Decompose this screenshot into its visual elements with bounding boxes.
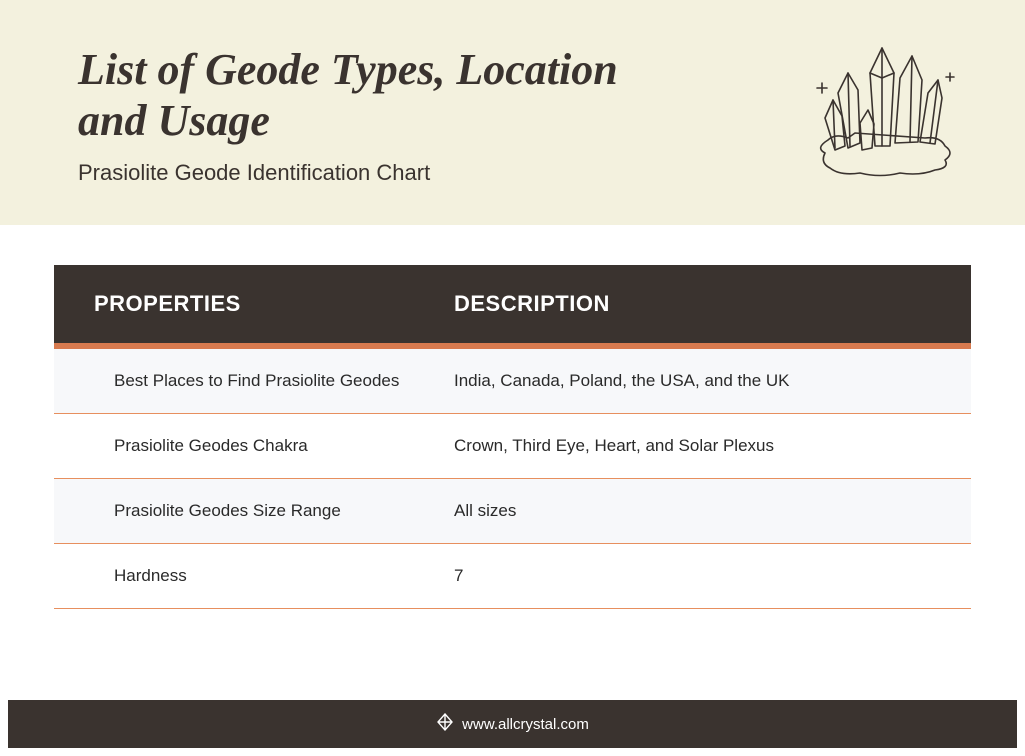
header: List of Geode Types, Location and Usage …: [0, 0, 1025, 225]
cell-property: Prasiolite Geodes Size Range: [94, 501, 454, 521]
title-line-1: List of Geode Types, Location: [78, 45, 618, 94]
cell-property: Prasiolite Geodes Chakra: [94, 436, 454, 456]
table-row: Best Places to Find Prasiolite Geodes In…: [54, 349, 971, 414]
cell-property: Hardness: [94, 566, 454, 586]
cell-property: Best Places to Find Prasiolite Geodes: [94, 371, 454, 391]
column-header-properties: PROPERTIES: [94, 291, 454, 317]
header-text-block: List of Geode Types, Location and Usage …: [78, 45, 780, 186]
cell-description: Crown, Third Eye, Heart, and Solar Plexu…: [454, 436, 931, 456]
cell-description: All sizes: [454, 501, 931, 521]
logo-icon: [436, 713, 454, 735]
page-title: List of Geode Types, Location and Usage: [78, 45, 780, 146]
crystal-svg: [800, 38, 965, 188]
page-subtitle: Prasiolite Geode Identification Chart: [78, 160, 780, 186]
footer: www.allcrystal.com: [8, 700, 1017, 748]
table-row: Prasiolite Geodes Size Range All sizes: [54, 479, 971, 544]
title-line-2: and Usage: [78, 96, 270, 145]
cell-description: 7: [454, 566, 931, 586]
table-header-row: PROPERTIES DESCRIPTION: [54, 265, 971, 343]
main-content: PROPERTIES DESCRIPTION Best Places to Fi…: [0, 225, 1025, 700]
table-row: Hardness 7: [54, 544, 971, 609]
table-row: Prasiolite Geodes Chakra Crown, Third Ey…: [54, 414, 971, 479]
crystal-icon: [800, 38, 965, 193]
column-header-description: DESCRIPTION: [454, 291, 931, 317]
table-body: Best Places to Find Prasiolite Geodes In…: [54, 349, 971, 609]
footer-url: www.allcrystal.com: [462, 716, 589, 733]
cell-description: India, Canada, Poland, the USA, and the …: [454, 371, 931, 391]
